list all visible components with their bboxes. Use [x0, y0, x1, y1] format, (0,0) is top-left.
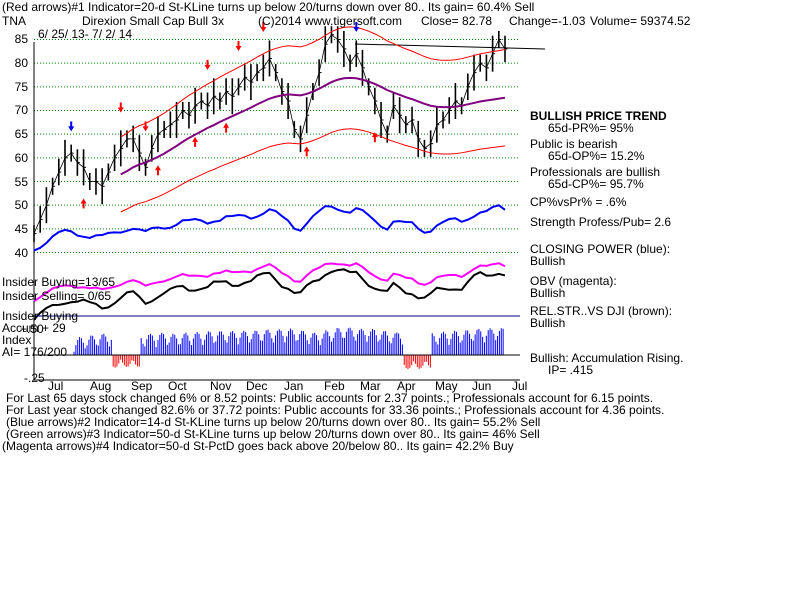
- right-panel-12: REL.STR..VS DJI (brown):: [530, 304, 673, 318]
- right-panel-14: Bullish: Accumulation Rising.: [530, 351, 684, 365]
- header-indicator-line: (Red arrows)#1 Indicator=20-d St-KLine t…: [2, 0, 535, 14]
- arrow-head-up: [303, 146, 310, 152]
- x-tick-label: Jan: [284, 379, 304, 393]
- arrow-head-down: [68, 126, 75, 132]
- arrow-head-down: [142, 126, 149, 132]
- right-panel-8: CLOSING POWER (blue):: [530, 242, 671, 256]
- price-line: [33, 34, 506, 234]
- arrow-head-up: [154, 165, 161, 171]
- signal-arrows: [68, 22, 378, 209]
- right-panel-4: Professionals are bullish: [530, 165, 661, 179]
- y-tick-label: 40: [14, 245, 28, 260]
- x-tick-label: Feb: [324, 379, 345, 393]
- right-panel-3: 65d-OP%= 15.2%: [548, 149, 645, 163]
- arrow-head-down: [235, 45, 242, 51]
- x-tick-label: Aug: [90, 379, 112, 393]
- x-tick-label: Mar: [360, 379, 381, 393]
- arrow-head-down: [204, 64, 211, 70]
- arrow-head-down: [353, 27, 360, 32]
- y-tick-label: 65: [14, 127, 28, 142]
- x-tick-label: Sep: [131, 379, 153, 393]
- right-panel-13: Bullish: [530, 316, 566, 330]
- x-tick-label: Jun: [472, 379, 492, 393]
- accum-label-2: Accum + 29: [2, 321, 66, 335]
- arrow-head-up: [371, 132, 378, 138]
- arrow-head-up: [80, 198, 87, 204]
- y-tick-label: 80: [14, 56, 28, 71]
- insider-buying: Insider Buying=13/65: [2, 275, 116, 289]
- footer-line-4: (Magenta arrows)#4 Indicator=50-d St-Pct…: [2, 439, 514, 453]
- x-tick-label: Oct: [168, 379, 187, 393]
- right-panel-11: Bullish: [530, 286, 566, 300]
- y-tick-label: 85: [14, 32, 28, 47]
- footer-line-3: (Green arrows)#3 Indicator=50-d St-KLine…: [6, 427, 540, 441]
- date-range: 6/ 25/ 13- 7/ 2/ 14: [38, 27, 133, 41]
- right-panel-15: IP= .415: [548, 363, 594, 377]
- upper-band: [120, 26, 506, 138]
- arrow-head-up: [223, 122, 230, 128]
- footer-line-0: For Last 65 days stock changed 6% or 8.5…: [6, 391, 654, 405]
- x-tick-label: Jul: [512, 379, 528, 393]
- footer-line-1: For Last year stock changed 82.6% or 37.…: [6, 403, 665, 417]
- ai-label: AI= 176/200: [2, 345, 68, 359]
- ma50-line: [120, 76, 506, 176]
- right-panel-10: OBV (magenta):: [530, 274, 617, 288]
- accumulation-bars: [34, 327, 520, 370]
- symbol: TNA: [2, 14, 26, 28]
- y-tick-label: 70: [14, 103, 28, 118]
- arrow-head-down: [117, 107, 124, 113]
- x-tick-label: Apr: [397, 379, 416, 393]
- y-tick-label: 60: [14, 150, 28, 165]
- right-panel-6: CP%vsPr% = .6%: [530, 195, 627, 209]
- x-tick-label: May: [435, 379, 458, 393]
- x-tick-label: Jul: [48, 379, 64, 393]
- accum-label-3: Index: [2, 333, 32, 347]
- closing-power-line: [33, 204, 506, 252]
- right-panel-9: Bullish: [530, 254, 566, 268]
- price-series: [33, 26, 508, 243]
- grid-lines: [33, 38, 546, 381]
- change-value: Change=-1.03: [509, 14, 586, 28]
- arrow-head-down: [260, 27, 267, 32]
- volume-value: Volume= 59374.52: [590, 14, 691, 28]
- close-value: Close= 82.78: [421, 14, 493, 28]
- y-tick-label: 50: [14, 198, 28, 213]
- company-name: Direxion Small Cap Bull 3x: [82, 14, 225, 28]
- right-panel-2: Public is bearish: [530, 137, 618, 151]
- lower-band: [120, 128, 506, 213]
- x-tick-label: Nov: [210, 379, 232, 393]
- x-tick-label: Dec: [246, 379, 268, 393]
- right-panel-1: 65d-PR%= 95%: [548, 121, 634, 135]
- y-tick-label: 45: [14, 221, 28, 236]
- right-panel-7: Strength Profess/Pub= 2.6: [530, 215, 672, 229]
- arrow-head-up: [192, 136, 199, 142]
- resistance-line: [354, 43, 546, 50]
- indicator-lines: [33, 204, 520, 321]
- y-tick-label: 75: [14, 79, 28, 94]
- y-tick-label: 55: [14, 174, 28, 189]
- insider-selling: Insider Selling= 0/65: [2, 289, 112, 303]
- footer-line-2: (Blue arrows)#2 Indicator=14-d St-KLine …: [6, 415, 541, 429]
- right-panel-0: BULLISH PRICE TREND: [530, 109, 667, 123]
- obv-line: [33, 262, 506, 303]
- accum-label-1: Insider Buying: [2, 309, 79, 323]
- right-panel-5: 65d-CP%= 95.7%: [548, 177, 644, 191]
- copyright: (C)2014 www.tigersoft.com: [258, 14, 403, 28]
- minus25-label: -.25: [24, 371, 45, 385]
- plus50-label: +.50: [20, 322, 44, 336]
- relstr-line: [33, 268, 506, 321]
